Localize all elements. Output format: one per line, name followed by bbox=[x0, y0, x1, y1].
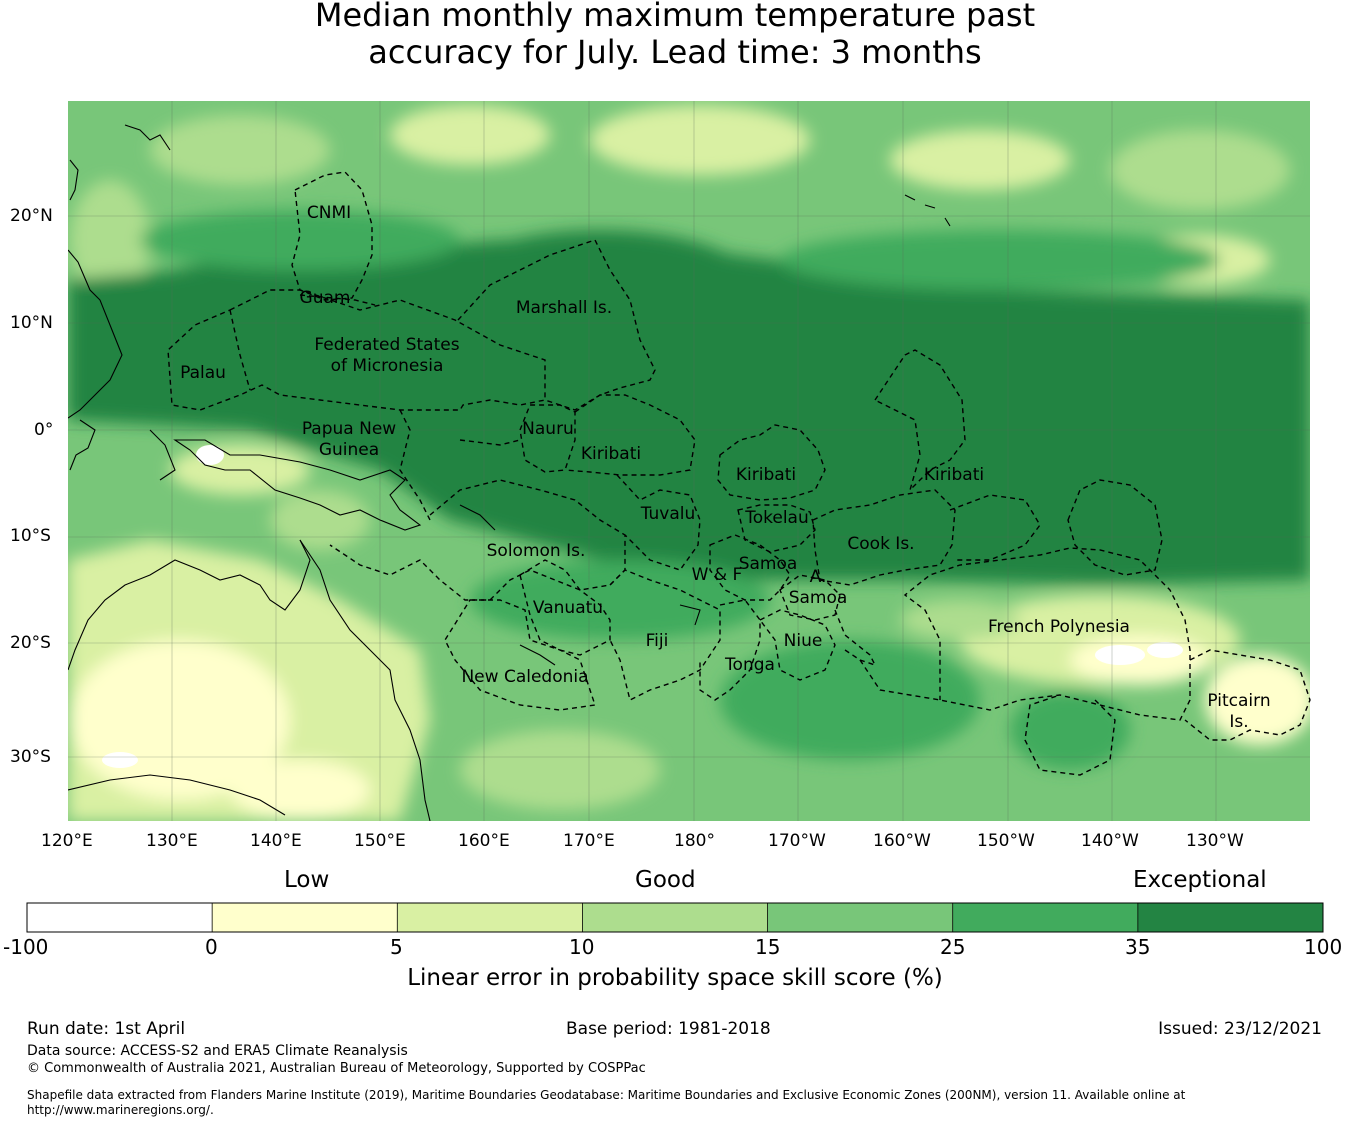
legend-good: Good bbox=[635, 867, 696, 893]
region-label: Kiribati bbox=[924, 465, 984, 485]
region-label: Niue bbox=[784, 631, 823, 651]
region-label: Papua New bbox=[302, 419, 396, 439]
region-label: Samoa bbox=[739, 554, 798, 574]
lat-label-20n: 20°N bbox=[10, 206, 53, 226]
issued-date: Issued: 23/12/2021 bbox=[1158, 1019, 1322, 1039]
graticule bbox=[68, 101, 1310, 821]
lat-label-0: 0° bbox=[34, 420, 54, 440]
region-label: Vanuatu bbox=[533, 598, 603, 618]
colorbar-segment bbox=[582, 903, 768, 932]
lat-label-10n: 10°N bbox=[10, 313, 53, 333]
lon-label-180: 180° bbox=[674, 831, 715, 851]
region-label: New Caledonia bbox=[461, 667, 588, 687]
colorbar-tick: 35 bbox=[1125, 935, 1151, 959]
region-label: Tonga bbox=[724, 655, 775, 675]
region-label: W & F bbox=[692, 565, 743, 585]
lon-label-130e: 130°E bbox=[146, 831, 198, 851]
colorbar-segment bbox=[952, 903, 1138, 932]
region-label: Kiribati bbox=[736, 465, 796, 485]
run-date: Run date: 1st April bbox=[27, 1019, 186, 1039]
region-label: Fiji bbox=[646, 631, 669, 651]
base-period: Base period: 1981-2018 bbox=[566, 1019, 771, 1039]
colorbar-frame bbox=[26, 902, 1324, 933]
colorbar-tick: 0 bbox=[205, 935, 218, 959]
lon-label-170w: 170°W bbox=[768, 831, 826, 851]
lat-label-20s: 20°S bbox=[10, 633, 51, 653]
region-label: Palau bbox=[180, 363, 226, 383]
region-label: Solomon Is. bbox=[487, 541, 586, 561]
lon-label-140w: 140°W bbox=[1081, 831, 1139, 851]
colorbar-segment bbox=[767, 903, 953, 932]
colorbar-segment bbox=[212, 903, 398, 932]
region-label: A. bbox=[810, 567, 827, 587]
coastlines bbox=[68, 124, 951, 821]
legend-exceptional: Exceptional bbox=[1133, 867, 1267, 893]
colorbar-tick: 25 bbox=[940, 935, 966, 959]
lon-label-150w: 150°W bbox=[977, 831, 1035, 851]
lat-label-30s: 30°S bbox=[10, 747, 51, 767]
region-label: CNMI bbox=[307, 203, 351, 223]
data-source: Data source: ACCESS-S2 and ERA5 Climate … bbox=[27, 1043, 408, 1059]
region-label: Is. bbox=[1229, 712, 1248, 732]
lon-label-160w: 160°W bbox=[873, 831, 931, 851]
lon-label-130w: 130°W bbox=[1186, 831, 1244, 851]
lon-label-120e: 120°E bbox=[41, 831, 93, 851]
lat-label-10s: 10°S bbox=[10, 526, 51, 546]
region-label: Marshall Is. bbox=[516, 298, 612, 318]
map-title-line-1: Median monthly maximum temperature past bbox=[314, 0, 1036, 34]
colorbar-segment bbox=[397, 903, 583, 932]
lon-label-150e: 150°E bbox=[354, 831, 406, 851]
colorbar bbox=[27, 903, 1323, 932]
colorbar-segment bbox=[1137, 903, 1323, 932]
lon-label-140e: 140°E bbox=[250, 831, 302, 851]
colorbar-segment bbox=[27, 903, 213, 932]
colorbar-tick: -100 bbox=[3, 935, 49, 959]
lon-label-160e: 160°E bbox=[458, 831, 510, 851]
colorbar-tick: 15 bbox=[755, 935, 781, 959]
legend-low: Low bbox=[284, 867, 330, 893]
region-label: Nauru bbox=[522, 419, 574, 439]
skill-field bbox=[68, 101, 1310, 821]
region-label: of Micronesia bbox=[331, 356, 444, 376]
map-title-line-2: accuracy for July. Lead time: 3 months bbox=[368, 33, 982, 71]
region-label: French Polynesia bbox=[988, 617, 1130, 637]
region-label: Guinea bbox=[319, 440, 379, 460]
region-label: Cook Is. bbox=[847, 534, 914, 554]
region-label: Kiribati bbox=[581, 444, 641, 464]
copyright: © Commonwealth of Australia 2021, Austra… bbox=[27, 1061, 646, 1076]
lon-label-170e: 170°E bbox=[563, 831, 615, 851]
colorbar-tick: 10 bbox=[569, 935, 595, 959]
region-label: Tokelau bbox=[744, 508, 809, 528]
eez-boundaries bbox=[167, 171, 1311, 776]
shapefile-credit: Shapefile data extracted from Flanders M… bbox=[27, 1088, 1186, 1102]
region-label: Samoa bbox=[789, 588, 848, 608]
colorbar-axis-label: Linear error in probability space skill … bbox=[407, 965, 943, 991]
region-label: Federated States bbox=[314, 335, 459, 355]
marineregions-link[interactable]: http://www.marineregions.org/. bbox=[27, 1103, 214, 1117]
colorbar-tick: 100 bbox=[1304, 935, 1343, 959]
region-label: Tuvalu bbox=[640, 504, 696, 524]
region-label: Guam bbox=[300, 288, 351, 308]
region-label: Pitcairn bbox=[1207, 691, 1270, 711]
colorbar-tick: 5 bbox=[390, 935, 403, 959]
